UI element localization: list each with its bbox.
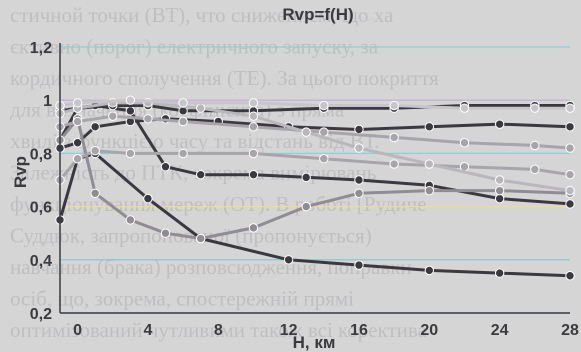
data-point: [565, 185, 575, 196]
data-point: [459, 138, 470, 148]
x-tick-label: 12: [280, 322, 298, 339]
background-text-line: осіб, що, зокрема, спостережній прямі: [10, 287, 354, 311]
data-point: [301, 201, 311, 212]
data-point: [530, 164, 540, 175]
x-tick-label: 20: [420, 322, 438, 339]
y-tick-label: 0,2: [30, 306, 52, 323]
data-point: [459, 162, 470, 172]
axes-layer: 0,2 0,4 0,6 0,8 1 1,2 0 4 8 12 16 20 24 28: [30, 40, 579, 339]
y-tick-label: 0,4: [30, 253, 52, 270]
data-point: [108, 111, 118, 121]
data-point: [125, 148, 136, 159]
data-point: [160, 162, 171, 172]
series-line-5: [58, 117, 571, 240]
background-text-layer: стичной точки (ВТ), что снижением, що ха…: [10, 3, 439, 342]
data-point: [72, 98, 83, 108]
y-tick-label: 0,6: [30, 200, 52, 217]
x-tick-label: 0: [73, 322, 82, 339]
data-point: [565, 169, 575, 180]
data-point: [354, 124, 364, 135]
x-tick-label: 8: [214, 322, 223, 339]
x-tick-label: 16: [350, 322, 368, 339]
data-point: [72, 154, 83, 164]
data-point: [494, 175, 505, 185]
data-point: [248, 111, 259, 121]
data-point: [283, 255, 294, 265]
data-point: [389, 132, 399, 143]
y-axis-label: Rvp: [11, 156, 30, 188]
series-line-9: [59, 98, 570, 110]
data-point: [565, 143, 575, 153]
data-point: [530, 140, 540, 151]
data-point: [143, 114, 153, 124]
data-point: [248, 148, 259, 159]
data-point: [565, 122, 575, 132]
x-axis-label: H, км: [293, 333, 336, 352]
data-point: [90, 122, 100, 132]
data-point: [354, 260, 364, 270]
background-text-line: навчання (брака) розповсюдження, поправк…: [10, 255, 412, 279]
y-tick-label: 1,2: [30, 40, 52, 57]
data-point: [319, 100, 329, 111]
data-point: [195, 103, 206, 113]
data-point: [354, 175, 364, 185]
data-point: [72, 116, 83, 127]
x-tick-label: 24: [491, 322, 509, 339]
data-point: [565, 199, 575, 209]
data-point: [160, 228, 171, 238]
data-point: [195, 233, 206, 244]
data-point: [354, 188, 364, 199]
data-point: [90, 146, 100, 156]
x-tick-label: 4: [143, 322, 152, 339]
data-point: [301, 127, 311, 137]
data-point: [459, 103, 470, 113]
data-point: [530, 103, 540, 113]
data-point: [248, 169, 259, 180]
data-point: [248, 98, 259, 108]
data-point: [424, 159, 435, 169]
data-point: [125, 106, 136, 116]
data-point: [494, 185, 505, 196]
data-point: [494, 193, 505, 204]
data-point: [565, 271, 575, 281]
data-point: [354, 143, 364, 153]
data-point: [178, 116, 188, 127]
data-point: [424, 265, 435, 276]
chart-title: Rvp=f(H): [282, 5, 353, 24]
data-point: [72, 138, 83, 148]
series-layer: [55, 95, 575, 281]
background-text-line: стичной точки (ВТ), что снижением, що ха: [10, 3, 394, 27]
background-text-line: кордичного сполучення (ТЕ). За цього пок…: [10, 66, 439, 90]
data-point: [143, 193, 153, 204]
data-point: [248, 122, 259, 132]
x-tick-label: 28: [561, 322, 579, 339]
data-point: [178, 148, 188, 159]
data-point: [494, 268, 505, 278]
data-point: [494, 119, 505, 129]
y-tick-label: 0,8: [30, 146, 52, 163]
data-point: [319, 154, 329, 164]
data-point: [565, 103, 575, 113]
data-point: [389, 100, 399, 111]
y-tick-label: 1: [43, 93, 52, 110]
data-point: [301, 172, 311, 183]
data-point: [90, 188, 100, 199]
data-point: [248, 223, 259, 233]
background-text-line: оптимізований чутливими також всі корект…: [10, 318, 428, 342]
data-point: [125, 95, 136, 105]
data-point: [125, 215, 136, 225]
background-text-line: функціонування мереж (ОТ). В роботі [Руд…: [10, 192, 426, 216]
background-text-line: Суддюк, запропонованої (пропонується): [10, 224, 372, 248]
data-point: [424, 185, 435, 196]
data-point: [178, 98, 188, 108]
data-point: [424, 122, 435, 132]
data-point: [195, 169, 206, 180]
data-point: [389, 159, 399, 169]
